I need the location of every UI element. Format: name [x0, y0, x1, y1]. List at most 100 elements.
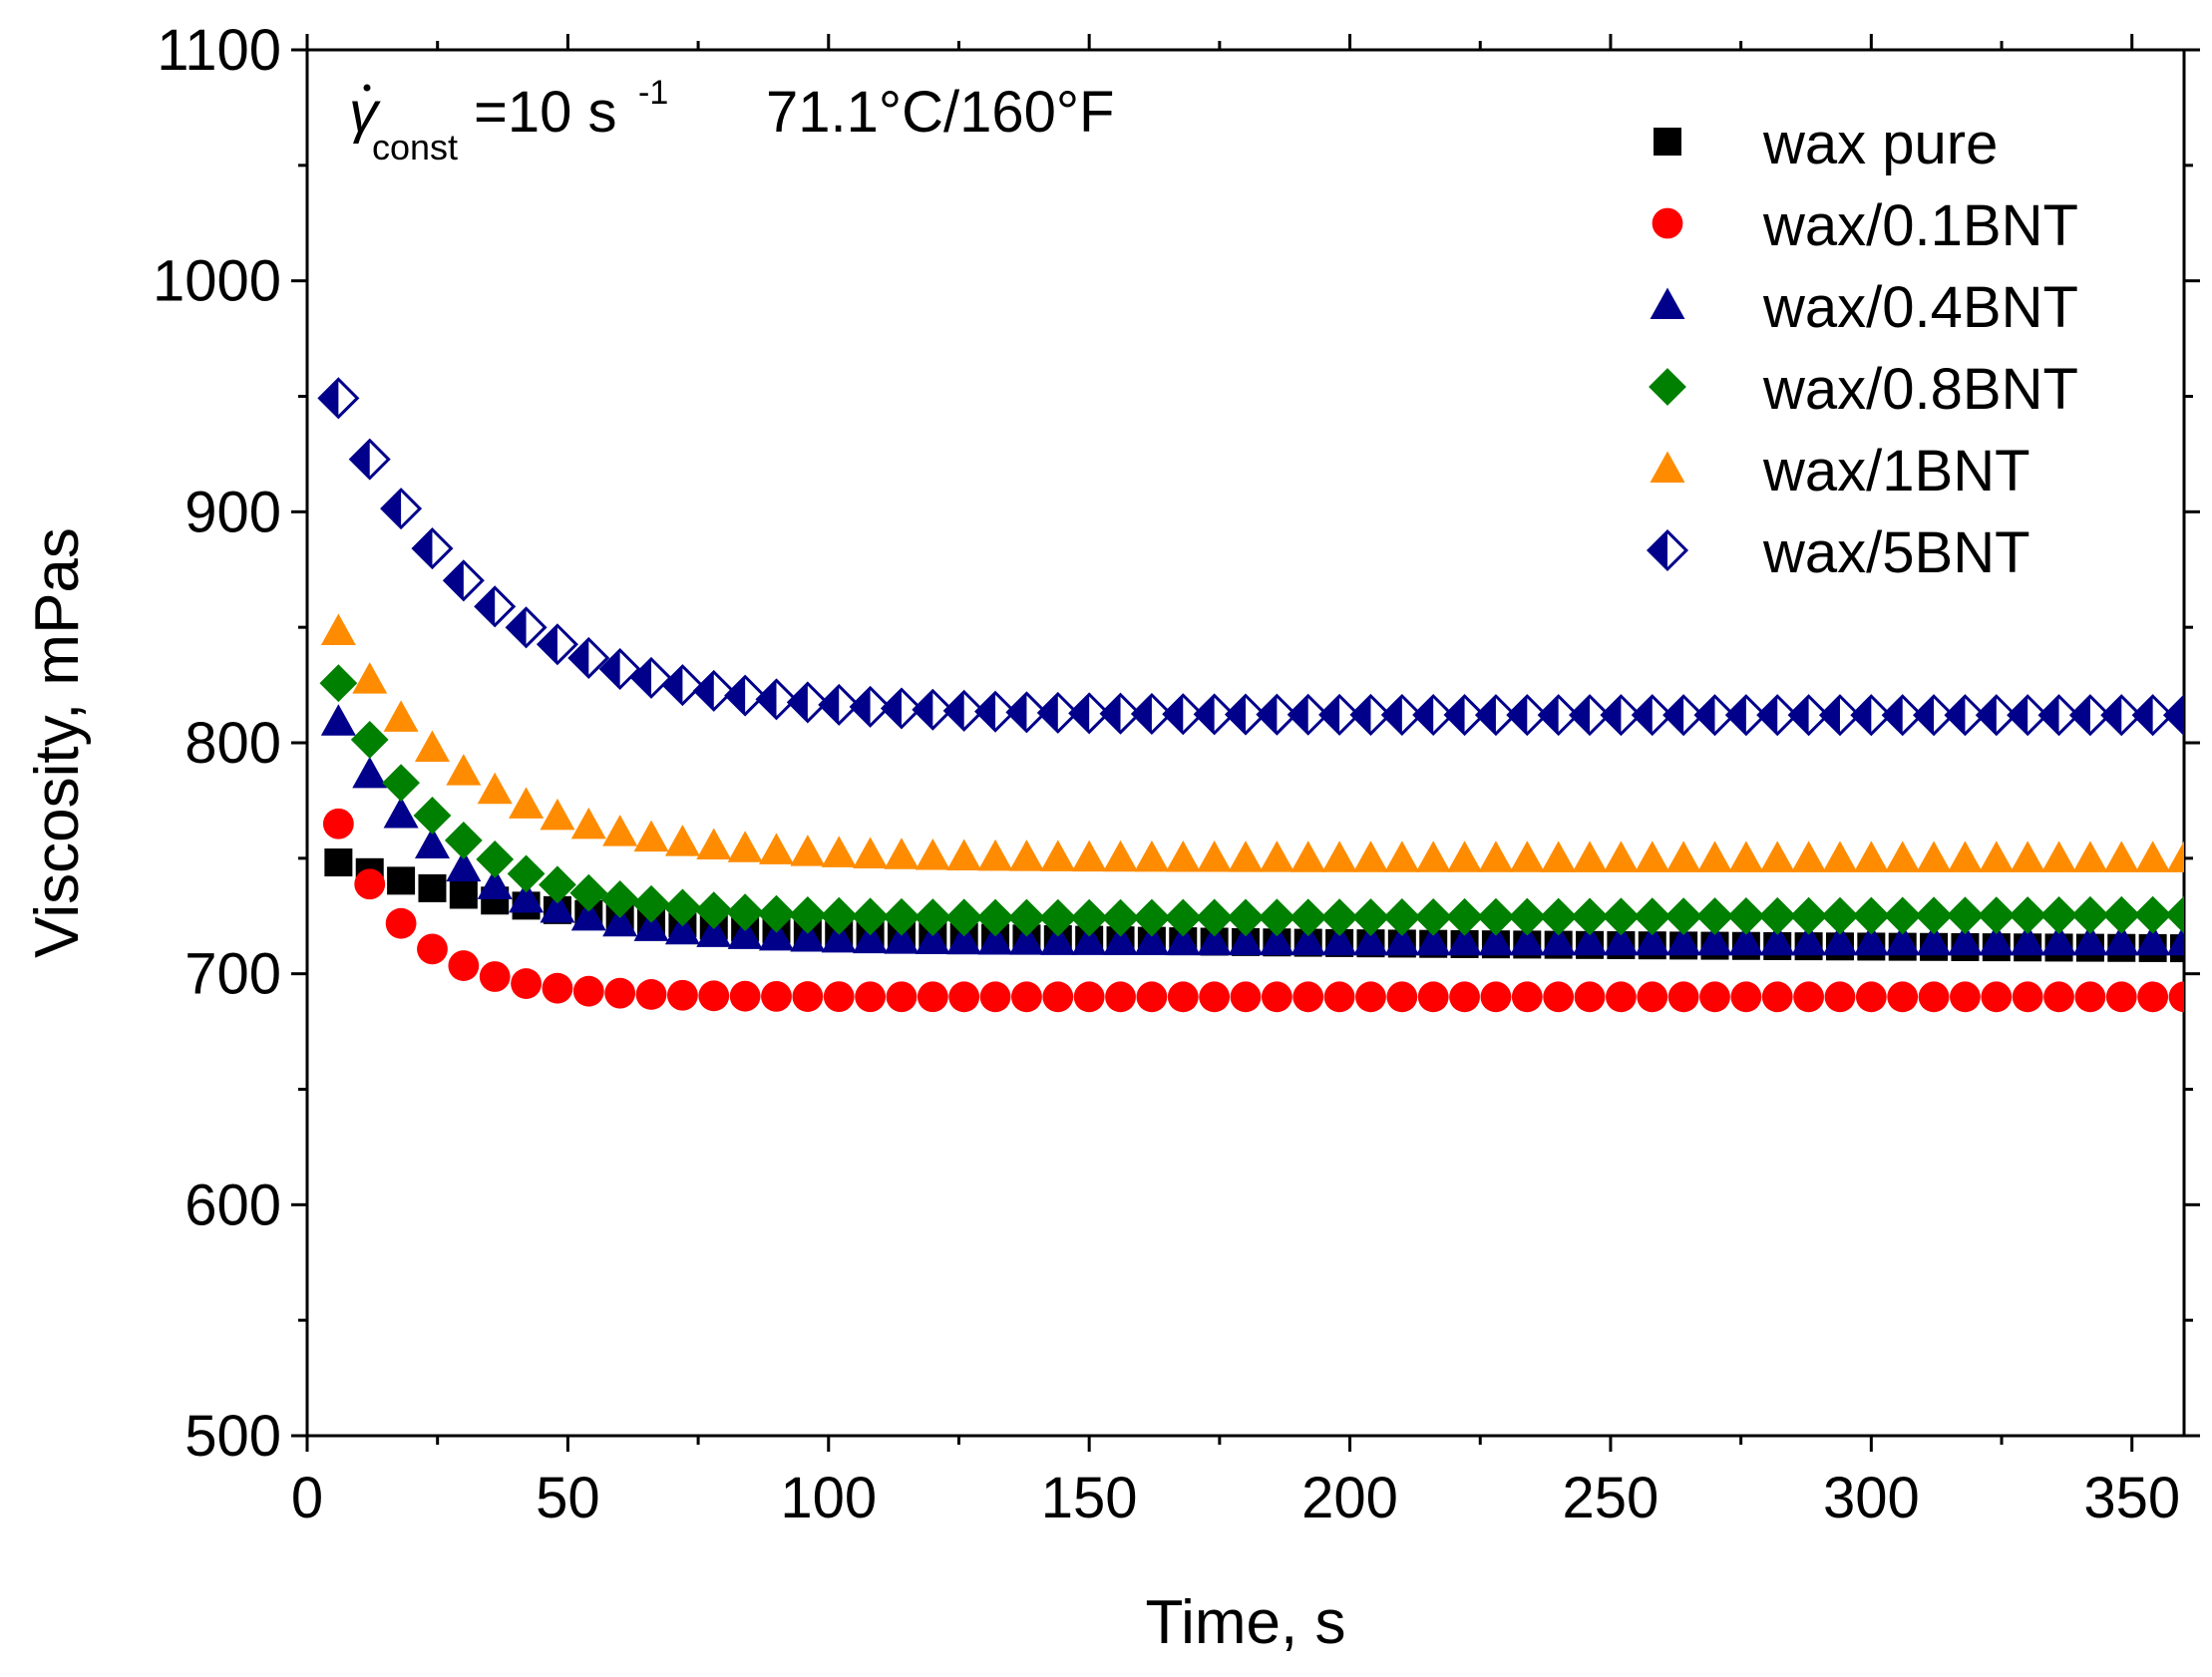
point-wax-0-1bnt	[1355, 981, 1386, 1013]
y-tick-label: 500	[184, 1404, 281, 1469]
point-wax-0-8bnt	[1726, 897, 1765, 935]
point-wax-5bnt	[692, 669, 735, 712]
point-wax-0-8bnt	[319, 664, 358, 703]
point-wax-1bnt	[1541, 840, 1577, 872]
point-wax-1bnt	[915, 838, 950, 870]
point-wax-0-4bnt	[1008, 923, 1044, 955]
point-wax-1bnt	[1040, 839, 1076, 871]
point-wax-5bnt	[1818, 694, 1861, 737]
point-wax-0-4bnt	[884, 922, 920, 954]
point-wax-1bnt	[1791, 840, 1827, 872]
point-wax-0-4bnt	[664, 912, 700, 945]
point-wax-1bnt	[540, 798, 575, 831]
point-wax-0-1bnt	[698, 980, 730, 1012]
x-tick-label: 250	[1563, 1466, 1659, 1530]
point-wax-5bnt	[1318, 693, 1361, 736]
point-wax-0-1bnt	[1855, 981, 1887, 1013]
point-wax-1bnt	[1415, 840, 1451, 872]
point-wax-0-4bnt	[477, 867, 513, 899]
point-wax-0-4bnt	[1822, 923, 1858, 956]
point-wax-pure	[418, 873, 447, 902]
point-wax-0-4bnt	[1103, 923, 1139, 955]
point-wax-0-4bnt	[1509, 923, 1545, 956]
point-wax-5bnt	[1569, 694, 1612, 737]
legend-marker-wax-5bnt	[1646, 528, 1689, 572]
point-wax-0-8bnt	[2009, 896, 2047, 934]
point-wax-5bnt	[1224, 693, 1268, 736]
point-wax-5bnt	[1193, 693, 1236, 736]
point-wax-1bnt	[1665, 840, 1701, 872]
point-wax-0-8bnt	[444, 822, 483, 859]
point-wax-1bnt	[1384, 840, 1420, 872]
point-wax-0-4bnt	[1885, 923, 1921, 956]
point-wax-5bnt	[2068, 694, 2111, 737]
point-wax-0-8bnt	[1977, 896, 2016, 935]
point-wax-1bnt	[1071, 839, 1107, 872]
point-wax-5bnt	[1162, 693, 1205, 736]
legend-marker-wax-0-4bnt	[1650, 287, 1685, 319]
point-wax-0-4bnt	[2166, 923, 2184, 956]
point-wax-1bnt	[2103, 840, 2139, 872]
legend-label-wax-0-1bnt: wax/0.1BNT	[1762, 193, 2078, 258]
legend-label-wax-0-4bnt: wax/0.4BNT	[1762, 275, 2078, 340]
point-wax-5bnt	[755, 678, 798, 721]
point-wax-5bnt	[1693, 694, 1736, 737]
point-wax-pure	[387, 866, 416, 895]
point-wax-0-4bnt	[1447, 923, 1483, 956]
x-tick-label: 200	[1301, 1466, 1398, 1530]
point-wax-5bnt	[1130, 692, 1173, 736]
point-wax-0-1bnt	[417, 933, 448, 965]
point-wax-0-4bnt	[2072, 923, 2108, 956]
temperature-label: 71.1°C/160°F	[766, 80, 1114, 145]
point-wax-0-1bnt	[1667, 981, 1699, 1013]
point-wax-pure	[449, 880, 478, 909]
point-wax-0-8bnt	[2165, 895, 2184, 934]
point-wax-0-1bnt	[1480, 981, 1512, 1013]
point-wax-0-4bnt	[1791, 923, 1827, 956]
point-wax-5bnt	[1506, 694, 1549, 737]
point-wax-0-4bnt	[2041, 923, 2077, 956]
point-wax-5bnt	[1756, 694, 1799, 737]
point-wax-5bnt	[442, 559, 485, 602]
point-wax-5bnt	[880, 687, 922, 730]
y-tick-label: 800	[184, 711, 281, 776]
point-wax-0-8bnt	[1664, 897, 1703, 936]
point-wax-1bnt	[1165, 839, 1201, 872]
point-wax-1bnt	[1290, 840, 1326, 872]
point-wax-1bnt	[1103, 839, 1139, 872]
point-wax-1bnt	[1008, 839, 1044, 871]
point-wax-0-8bnt	[1789, 896, 1828, 935]
point-wax-1bnt	[1134, 839, 1170, 872]
legend-marker-wax-0-1bnt	[1652, 207, 1683, 239]
point-wax-0-8bnt	[2039, 896, 2078, 934]
point-wax-0-8bnt	[382, 764, 420, 802]
point-wax-0-8bnt	[1038, 898, 1077, 937]
legend: wax pure wax/0.1BNT wax/0.4BNT wax/0.8BNT wa…	[1646, 112, 2078, 585]
point-wax-0-1bnt	[1230, 981, 1262, 1013]
point-wax-1bnt	[696, 828, 732, 860]
point-wax-0-4bnt	[2010, 923, 2045, 956]
point-wax-0-8bnt	[1946, 896, 1985, 935]
point-wax-0-8bnt	[1539, 897, 1578, 936]
point-wax-1bnt	[633, 820, 669, 852]
legend-label-wax-1bnt: wax/1BNT	[1762, 439, 2030, 503]
point-wax-0-8bnt	[694, 891, 733, 929]
point-wax-0-8bnt	[944, 898, 983, 937]
y-tick-label: 1000	[153, 249, 281, 314]
point-wax-1bnt	[1509, 840, 1545, 872]
point-wax-0-1bnt	[1199, 981, 1231, 1013]
shear-rate-annotation: γ const =10 s -1 71.1°C/160°F	[349, 74, 1114, 168]
point-wax-0-8bnt	[413, 797, 452, 835]
point-wax-0-1bnt	[1606, 981, 1637, 1013]
point-wax-0-1bnt	[729, 980, 761, 1012]
point-wax-0-1bnt	[979, 981, 1011, 1013]
point-wax-0-4bnt	[633, 909, 669, 941]
point-wax-0-1bnt	[635, 979, 667, 1010]
point-wax-5bnt	[942, 689, 985, 732]
point-wax-0-8bnt	[569, 873, 608, 912]
point-wax-1bnt	[821, 836, 857, 867]
point-wax-5bnt	[1631, 694, 1673, 737]
point-wax-0-1bnt	[1449, 981, 1480, 1013]
point-wax-5bnt	[1036, 691, 1079, 734]
point-wax-0-8bnt	[1320, 898, 1358, 937]
